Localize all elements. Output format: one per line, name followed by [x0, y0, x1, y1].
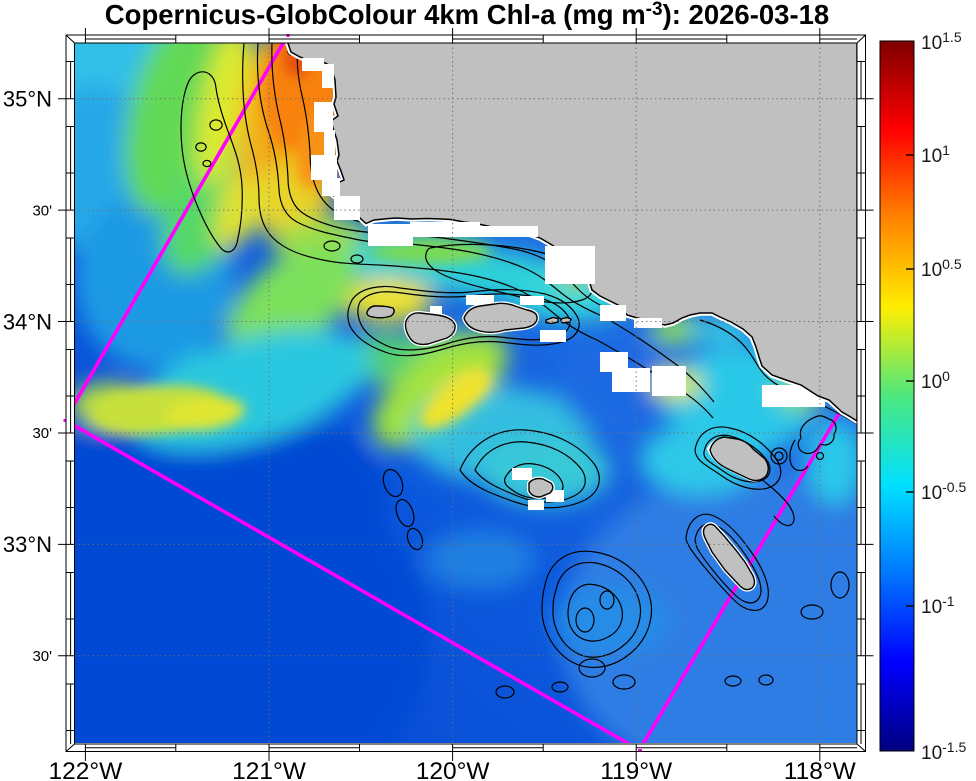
svg-text:100: 100 [921, 368, 950, 393]
svg-text:35°N: 35°N [3, 87, 52, 112]
svg-text:34°N: 34°N [3, 309, 52, 334]
svg-text:101.5: 101.5 [921, 29, 962, 54]
svg-text:120°W: 120°W [416, 758, 491, 781]
svg-text:Copernicus-GlobColour 4km Chl-: Copernicus-GlobColour 4km Chl-a (mg m-3)… [105, 0, 829, 30]
svg-text:10-1.5: 10-1.5 [921, 739, 966, 764]
svg-text:30': 30' [32, 648, 52, 665]
svg-text:122°W: 122°W [48, 758, 123, 781]
svg-text:101: 101 [921, 142, 950, 167]
svg-text:121°W: 121°W [232, 758, 307, 781]
svg-text:33°N: 33°N [3, 532, 52, 557]
svg-text:10-1: 10-1 [921, 593, 955, 618]
svg-text:10-0.5: 10-0.5 [921, 479, 966, 504]
svg-text:119°W: 119°W [600, 758, 673, 781]
svg-text:118°W: 118°W [784, 758, 857, 781]
svg-text:100.5: 100.5 [921, 256, 962, 281]
svg-text:30': 30' [32, 202, 52, 219]
svg-text:30': 30' [32, 425, 52, 442]
